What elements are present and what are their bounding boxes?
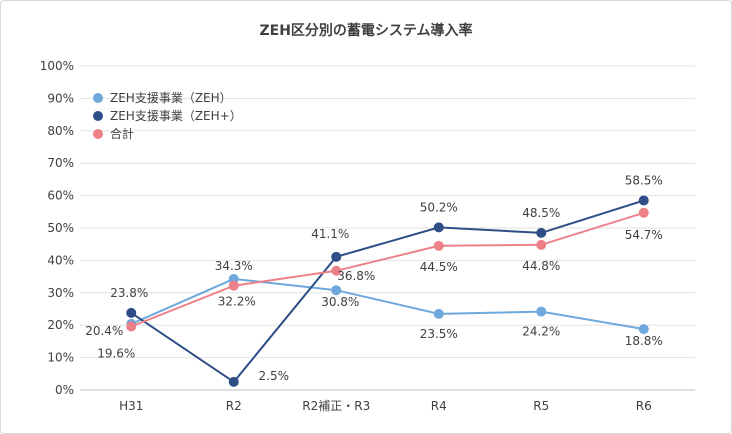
data-point: [433, 308, 444, 319]
legend-label: ZEH支援事業（ZEH+）: [110, 109, 242, 123]
data-point: [638, 195, 649, 206]
data-point: [228, 280, 239, 291]
data-label: 50.2%: [420, 200, 458, 214]
data-point: [331, 285, 342, 296]
data-point: [433, 240, 444, 251]
legend-label: 合計: [110, 126, 134, 141]
data-label: 23.8%: [110, 286, 148, 300]
data-label: 30.8%: [321, 295, 359, 309]
data-point: [536, 306, 547, 317]
data-point: [536, 227, 547, 238]
data-label: 23.5%: [420, 327, 458, 341]
legend-marker: [93, 93, 103, 103]
x-tick-label: R2: [226, 399, 242, 413]
legend-label: ZEH支援事業（ZEH）: [110, 91, 232, 105]
x-tick-label: R5: [533, 399, 549, 413]
series-lines: [130, 199, 645, 384]
x-tick-label: H31: [119, 399, 143, 413]
series-line-1: [130, 199, 645, 384]
data-label: 58.5%: [625, 173, 663, 187]
data-label: 2.5%: [259, 369, 290, 383]
x-tick-label: R6: [636, 399, 652, 413]
data-point: [433, 222, 444, 233]
data-label: 32.2%: [218, 295, 256, 309]
data-point: [536, 239, 547, 250]
series-line-2: [130, 211, 645, 328]
y-tick-label: 30%: [47, 286, 74, 300]
y-tick-label: 40%: [47, 253, 74, 267]
y-tick-label: 50%: [47, 221, 74, 235]
data-point: [331, 265, 342, 276]
y-tick-label: 20%: [47, 318, 74, 332]
data-label: 20.4%: [85, 324, 123, 338]
data-labels: 20.4% 34.3% 30.8% 23.5% 24.2% 18.8% 23.8% 2.5% 4…: [85, 173, 663, 382]
data-label: 41.1%: [311, 227, 349, 241]
data-point: [126, 307, 137, 318]
y-tick-label: 90%: [47, 91, 74, 105]
y-tick-label: 80%: [47, 124, 74, 138]
data-label: 36.8%: [337, 269, 375, 283]
x-tick-label: R4: [431, 399, 447, 413]
series-line-0: [130, 277, 644, 331]
chart-title: ZEH区分別の蓄電システム導入率: [259, 22, 472, 39]
y-tick-label: 70%: [47, 156, 74, 170]
y-tick-label: 0%: [55, 383, 74, 397]
y-tick-label: 100%: [40, 59, 74, 73]
y-tick-label: 60%: [47, 189, 74, 203]
data-point: [638, 324, 649, 335]
data-label: 18.8%: [625, 334, 663, 348]
x-axis-ticks: H31 R2 R2補正・R3 R4 R5 R6: [119, 399, 652, 413]
data-label: 24.2%: [522, 325, 560, 339]
y-tick-label: 10%: [47, 351, 74, 365]
x-tick-label: R2補正・R3: [302, 399, 370, 413]
legend-marker: [93, 111, 103, 121]
data-label: 34.3%: [215, 259, 253, 273]
legend-marker: [93, 129, 103, 139]
data-point: [331, 251, 342, 262]
data-label: 19.6%: [97, 346, 135, 360]
y-axis-ticks: 0% 10% 20% 30% 40% 50% 60% 70% 80% 90% 100%: [40, 59, 74, 397]
data-point: [228, 376, 239, 387]
data-point: [126, 321, 137, 332]
legend: ZEH支援事業（ZEH） ZEH支援事業（ZEH+） 合計: [93, 91, 242, 141]
data-label: 44.8%: [522, 259, 560, 273]
data-point: [638, 207, 649, 218]
series-points: [126, 195, 649, 387]
data-label: 44.5%: [420, 260, 458, 274]
data-label: 48.5%: [522, 206, 560, 220]
data-label: 54.7%: [625, 228, 663, 242]
